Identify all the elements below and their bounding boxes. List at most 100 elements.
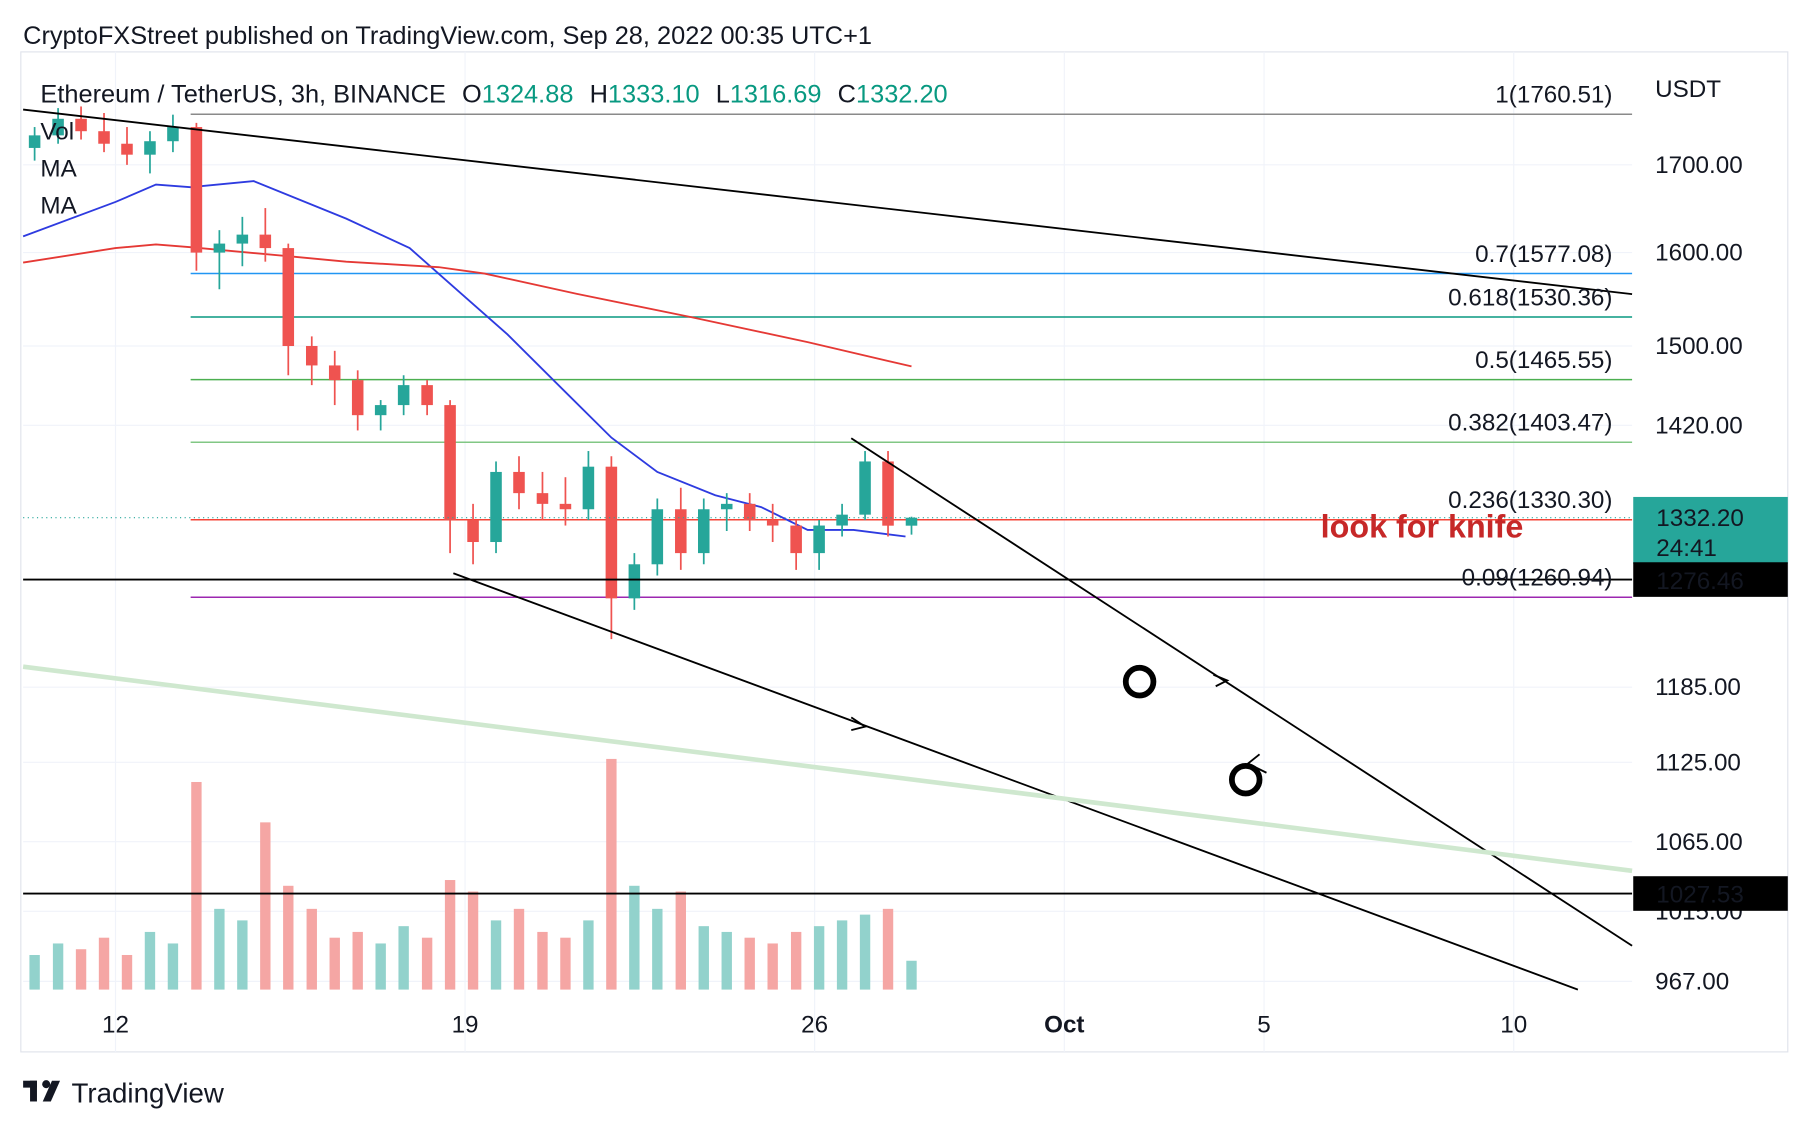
- candle-body: [559, 503, 572, 510]
- ohlc-value: 1333.10: [608, 81, 700, 109]
- volume-bar: [398, 926, 409, 990]
- trend-line: [850, 437, 1633, 947]
- candle-body: [282, 248, 295, 347]
- volume-bar: [260, 822, 271, 990]
- candle-body: [766, 520, 779, 526]
- annotation: look for knife: [1321, 508, 1524, 544]
- volume-bar: [490, 920, 502, 990]
- volume-bar: [283, 885, 294, 990]
- moving-average: [22, 180, 906, 538]
- volume-bar: [906, 960, 917, 990]
- candle-body: [328, 365, 341, 381]
- arrow-head: [1246, 753, 1267, 774]
- candle-body: [98, 131, 110, 144]
- fib-label: 0.236(1330.30): [1448, 487, 1612, 514]
- volume-bar: [121, 954, 133, 990]
- ohlc-value: 1316.69: [730, 81, 822, 109]
- volume-bar: [882, 908, 894, 990]
- currency-label: USDT: [1655, 76, 1721, 103]
- volume-bar: [583, 920, 594, 990]
- candle-body: [28, 135, 41, 148]
- y-tick-label: 1065.00: [1655, 829, 1743, 856]
- volume-bar: [767, 943, 778, 990]
- trend-line: [23, 108, 1633, 296]
- volume-bar: [444, 880, 456, 990]
- y-tick-label: 1185.00: [1655, 674, 1741, 701]
- volume-bar: [744, 937, 755, 990]
- volume-bar: [513, 908, 525, 990]
- volume-bar: [375, 943, 386, 990]
- candle-body: [813, 525, 825, 554]
- candle-body: [536, 493, 549, 504]
- volume-bar: [329, 937, 340, 990]
- ohlc-value: 1332.20: [856, 81, 948, 109]
- candle-body: [167, 127, 179, 142]
- candle-body: [213, 243, 226, 253]
- y-tick-label: 1500.00: [1655, 333, 1743, 360]
- candle-body: [651, 509, 664, 565]
- y-tick-label: 967.00: [1655, 968, 1729, 995]
- volume-bar: [467, 891, 479, 990]
- candle-body: [490, 471, 502, 543]
- indicator-label: MA: [40, 192, 77, 219]
- volume-bar: [698, 926, 709, 990]
- volume-bar: [237, 920, 248, 990]
- fib-label: 0.618(1530.36): [1448, 284, 1612, 311]
- candle-body: [905, 517, 918, 526]
- price-line-box: [1633, 562, 1788, 597]
- candle-body: [697, 509, 710, 554]
- countdown-label: 24:41: [1656, 535, 1717, 562]
- volume-bar: [144, 931, 156, 990]
- x-tick-label: 5: [1257, 1011, 1270, 1038]
- trend-line: [453, 572, 1579, 991]
- candle-body: [190, 127, 203, 253]
- candle-body: [467, 520, 479, 543]
- price-line-box: [1633, 876, 1788, 911]
- candle-body: [121, 143, 133, 155]
- candle-body: [305, 346, 318, 366]
- fib-label: 1(1760.51): [1495, 82, 1612, 109]
- support-line: [22, 664, 1633, 874]
- arrow-head: [850, 716, 868, 731]
- y-tick-label: 1700.00: [1655, 152, 1743, 179]
- candle-body: [144, 141, 156, 155]
- volume-bar: [306, 908, 317, 990]
- price-line-label: 1276.46: [1656, 568, 1744, 595]
- volume-bar: [214, 908, 225, 990]
- volume-bar: [29, 954, 40, 990]
- footer-logo: TradingView: [23, 1078, 225, 1109]
- volume-bar: [629, 885, 640, 990]
- volume-bar: [191, 781, 202, 990]
- indicator-label: Vol: [40, 119, 74, 146]
- candle-body: [628, 564, 641, 599]
- volume-bar: [52, 943, 64, 990]
- candle-body: [675, 509, 687, 554]
- volume-bar: [560, 937, 571, 990]
- x-tick-label: 26: [801, 1011, 828, 1038]
- circle-marker: [1122, 664, 1157, 699]
- x-tick-label: 12: [102, 1011, 129, 1038]
- ohlc-letter: O: [462, 81, 482, 109]
- candle-body: [743, 503, 756, 521]
- last-price-label: 1332.20: [1656, 505, 1744, 532]
- x-tick-label: 10: [1500, 1011, 1527, 1038]
- candle-body: [836, 514, 848, 526]
- x-tick-label: 19: [452, 1011, 479, 1038]
- arrow-head: [1213, 673, 1230, 688]
- ohlc-letter: H: [590, 81, 608, 109]
- volume-bar: [75, 949, 87, 990]
- last-price-box: [1633, 496, 1788, 564]
- volume-bar: [352, 931, 363, 990]
- publish-header: CryptoFXStreet published on TradingView.…: [23, 22, 872, 50]
- candle-body: [444, 405, 456, 521]
- candle-body: [236, 234, 249, 244]
- candle-body: [720, 503, 733, 510]
- candle-body: [513, 471, 525, 494]
- logo-shape: [42, 1080, 61, 1102]
- drawings: [22, 108, 1633, 991]
- y-tick-label: 1600.00: [1655, 240, 1743, 267]
- volume-bar: [652, 908, 663, 990]
- y-tick-label: 1125.00: [1655, 749, 1741, 776]
